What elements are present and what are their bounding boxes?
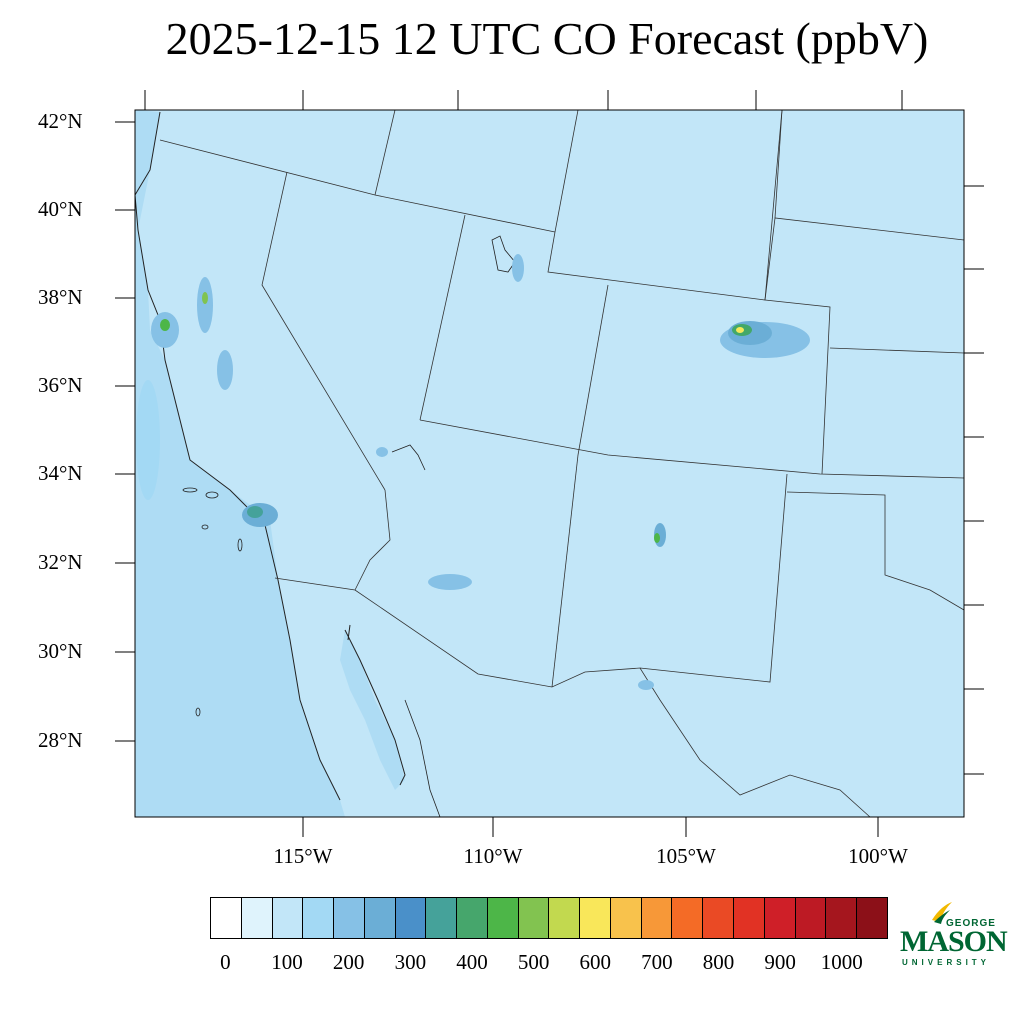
logo-flame-inner <box>934 910 950 924</box>
colorbar-tick-label: 100 <box>271 950 303 974</box>
lat-label-34: 34°N <box>38 461 83 485</box>
colorbar-swatch <box>394 898 426 938</box>
lon-label-100w: 100°W <box>848 844 908 868</box>
borders <box>159 109 965 818</box>
lat-label-36: 36°N <box>38 373 83 397</box>
logo-text-mason: MASON <box>900 925 1008 958</box>
lat-label-32: 32°N <box>38 550 83 574</box>
colorbar-swatch <box>825 898 857 938</box>
hotspot-pacific-plume <box>136 380 160 500</box>
colorbar-swatch <box>486 898 518 938</box>
lat-label-42: 42°N <box>38 109 83 133</box>
colorbar-swatch <box>640 898 672 938</box>
hotspot-vegas <box>376 447 388 457</box>
map-frame <box>134 109 965 818</box>
hotspot-denver-core <box>736 327 744 333</box>
hotspot-elpaso <box>638 680 654 690</box>
hotspot-sf-inner <box>160 319 170 331</box>
gmu-logo <box>932 902 952 924</box>
colorbar-swatch <box>240 898 272 938</box>
colorbar-tick-label: 500 <box>517 950 550 974</box>
hotspot-albuquerque-core <box>654 533 660 543</box>
colorbar-tick-label: 300 <box>394 950 427 974</box>
colorbar-tick-label: 1000 <box>820 950 863 974</box>
hotspot-phoenix <box>428 574 472 590</box>
colorbar-tick-label: 200 <box>332 950 365 974</box>
lat-label-38: 38°N <box>38 285 83 309</box>
colorbar-swatch <box>363 898 395 938</box>
colorbar <box>210 897 888 939</box>
colorbar-swatch <box>456 898 487 938</box>
lake-mead <box>391 444 426 471</box>
colorbar-tick-label: 900 <box>764 950 796 974</box>
lon-label-110w: 110°W <box>463 844 523 868</box>
colorbar-tick-label: 600 <box>579 950 611 974</box>
colorbar-swatch <box>579 898 610 938</box>
colorbar-swatch <box>548 898 580 938</box>
logo-text-university: UNIVERSITY <box>902 958 991 967</box>
ocean-region <box>135 110 345 817</box>
colorbar-swatch <box>333 898 364 938</box>
colorbar-swatch <box>733 898 764 938</box>
logo-flame <box>932 902 952 922</box>
colorbar-tick-label: 800 <box>702 950 735 974</box>
mexico-coast <box>404 699 441 818</box>
hotspot-sacramento <box>197 277 213 333</box>
colorbar-swatch <box>517 898 549 938</box>
map-title: 2025-12-15 12 UTC CO Forecast (ppbV) <box>165 13 929 64</box>
hotspot-la-inner <box>247 506 263 518</box>
lat-label-28: 28°N <box>38 728 83 752</box>
coastline <box>134 111 341 801</box>
great-salt-lake <box>491 235 516 273</box>
colorbar-swatch <box>609 898 641 938</box>
gulf-of-california <box>340 630 405 790</box>
lon-label-105w: 105°W <box>656 844 716 868</box>
hotspot-sacramento-core <box>202 292 208 304</box>
lat-label-40: 40°N <box>38 197 83 221</box>
colorbar-tick-label: 700 <box>641 950 673 974</box>
map-ticks <box>115 90 984 837</box>
colorbar-swatch <box>763 898 795 938</box>
baja-east-coast <box>344 624 406 786</box>
channel-islands <box>182 487 243 717</box>
colorbar-swatch <box>302 898 334 938</box>
colorbar-tick-label: 0 <box>220 950 231 974</box>
lon-label-115w: 115°W <box>273 844 333 868</box>
co-hotspots <box>136 254 810 690</box>
hotspot-fresno <box>217 350 233 390</box>
colorbar-swatch <box>271 898 303 938</box>
colorbar-swatch <box>211 898 241 938</box>
colorbar-swatch <box>671 898 703 938</box>
hotspot-slc <box>512 254 524 282</box>
lat-label-30: 30°N <box>38 639 83 663</box>
colorbar-swatch <box>856 898 887 938</box>
colorbar-swatch <box>794 898 826 938</box>
logo-text-george: GEORGE <box>946 918 996 929</box>
colorbar-tick-label: 400 <box>456 950 488 974</box>
colorbar-swatch <box>702 898 734 938</box>
colorbar-swatch <box>425 898 457 938</box>
